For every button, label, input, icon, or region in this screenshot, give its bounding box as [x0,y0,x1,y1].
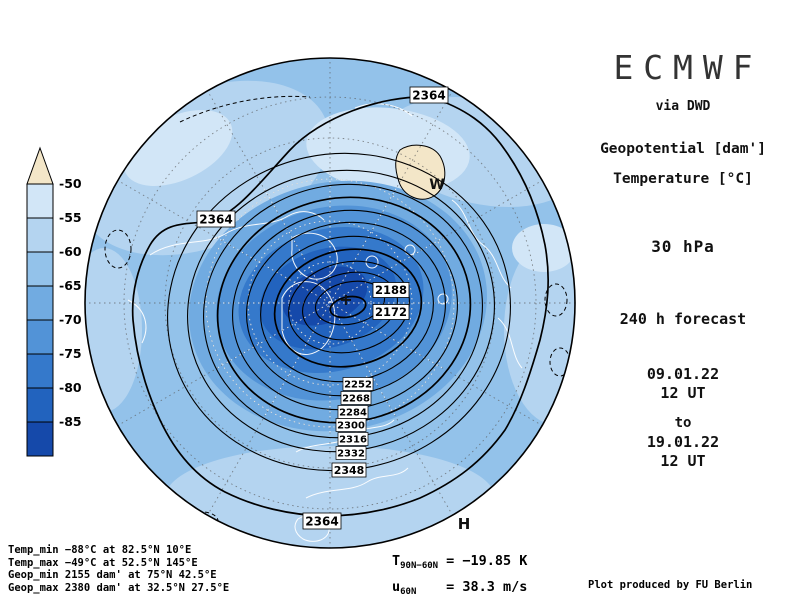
to-label: to [674,415,692,431]
contour-label: 2332 [337,449,365,460]
colorbar-cell [26,421,54,457]
colorbar-cell [26,319,54,355]
geopotential-label: Geopotential [dam'] [600,141,766,157]
map-border [84,57,576,549]
contour-label: 2300 [337,421,365,432]
colorbar-tick-label: -60 [59,244,82,259]
contour-labels: 2364 2364 2188 2172 2252 2268 2284 2300 … [196,86,449,530]
date-block: 09.01.22 12 UT to 19.01.22 12 UT [580,365,786,471]
info-panel: ECMWF via DWD Geopotential [dam'] Temper… [580,48,786,471]
colorbar-tick-label: -55 [59,210,82,225]
contour-label: 2252 [344,380,372,391]
extremes-stats: Temp_min −88°C at 82.5°N 10°E Temp_max −… [8,544,229,594]
diagnostics: T90N−60N = −19.85 K u60N = 38.3 m/s [392,551,527,603]
vortex-center-mark: + [339,290,352,309]
contour-label: 2316 [339,435,367,446]
colorbar-tick-label: -50 [59,176,82,191]
geop-max-line: Geop_max 2380 dam' at 32.5°N 27.5°E [8,581,230,594]
colorbar-tick-label: -80 [59,380,82,395]
temperature-label: Temperature [°C] [613,171,753,187]
colorbar-tick-label: -75 [59,346,82,361]
contour-label: 2188 [375,283,407,297]
colorbar-tick-label: -85 [59,414,82,429]
colorbar-cell [26,251,54,287]
contour-label: 2268 [342,394,370,405]
colorbar-tick-label: -70 [59,312,82,327]
contour-label: 2364 [199,213,232,227]
high-center-label: H [458,515,471,533]
colorbar-above-cell [26,146,54,185]
graticule [85,58,575,548]
warm-center-label: W [429,177,444,193]
coastlines [127,103,523,542]
contour-label: 2364 [305,515,338,529]
via-dwd-label: via DWD [655,99,711,114]
contour-label: 2284 [339,408,367,419]
time-to: 12 UT [660,452,706,470]
temp-max-line: Temp_max −49°C at 52.5°N 145°E [8,556,198,569]
contour-label: 2172 [375,305,407,319]
colorbar-cell [26,353,54,389]
colorbar-cell [26,285,54,321]
colorbar-cell [26,387,54,423]
temperature-shading [85,58,575,548]
date-to: 19.01.22 [646,433,720,451]
date-from: 09.01.22 [646,365,720,383]
center-symbols: + W H [339,177,470,533]
contour-label: 2348 [334,464,365,477]
colorbar-cell [26,217,54,253]
ecmwf-title: ECMWF [613,48,763,87]
colorbar-tick-label: -65 [59,278,82,293]
colorbar-cell [26,183,54,219]
contour-label: 2364 [412,89,445,103]
temperature-colorbar: -50 -55 -60 -65 -70 -75 -80 -85 [26,146,82,457]
zonal-wind-diagnostic: u60N = 38.3 m/s [392,579,528,597]
geop-min-line: Geop_min 2155 dam' at 75°N 42.5°E [8,569,217,581]
time-from: 12 UT [660,384,706,402]
temp-min-line: Temp_min −88°C at 82.5°N 10°E [8,544,192,556]
forecast-range-label: 240 h forecast [619,310,747,328]
polar-temp-diagnostic: T90N−60N = −19.85 K [392,553,528,571]
credit-line: Plot produced by FU Berlin [588,579,753,591]
pressure-level-label: 30 hPa [651,237,715,256]
